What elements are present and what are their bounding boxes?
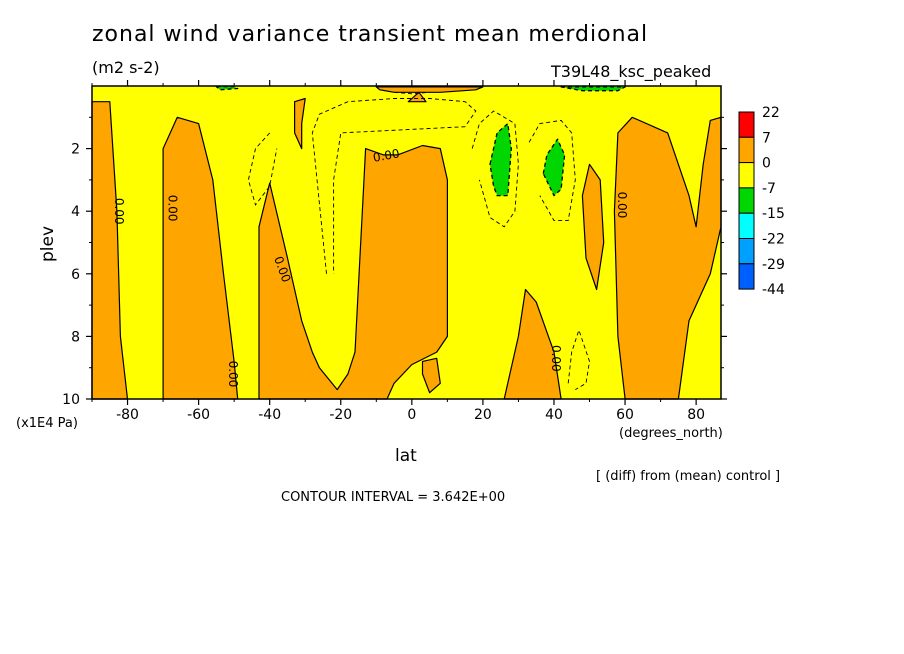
- positive-region-4: [421, 357, 441, 394]
- x-tick-label-0: -80: [116, 407, 139, 423]
- plot-area: [91, 85, 722, 400]
- x-axis-title: lat: [395, 446, 417, 466]
- negative-region-11: [560, 86, 626, 92]
- negative-region-10: [215, 85, 239, 91]
- contour-label-4: 0.00: [372, 146, 401, 164]
- positive-region-3: [294, 97, 306, 150]
- y-tick-label-1: 4: [71, 204, 80, 220]
- x-tick-label-3: -20: [329, 407, 352, 423]
- x-tick-label-5: 20: [474, 407, 492, 423]
- colorbar-swatch-6: [738, 263, 755, 290]
- y-tick-label-0: 2: [71, 142, 80, 158]
- contour-label-5: 0.00: [549, 345, 563, 372]
- colorbar-level-5: -22: [762, 232, 785, 248]
- colorbar-level-7: -44: [762, 282, 785, 298]
- negative-region-9: [542, 138, 566, 197]
- colorbar-level-3: -7: [762, 181, 776, 197]
- colorbar-swatch-5: [738, 238, 755, 265]
- colorbar-level-0: 22: [762, 105, 780, 121]
- x-axis-units: (degrees_north): [619, 426, 723, 441]
- negative-contours: [247, 91, 590, 390]
- y-tick-label-3: 8: [71, 329, 80, 345]
- chart-title: zonal wind variance transient mean merdi…: [92, 22, 649, 47]
- negative-region-8: [489, 122, 512, 197]
- dashed-contour-4: [394, 91, 430, 95]
- contour-interval: CONTOUR INTERVAL = 3.642E+00: [281, 490, 506, 505]
- colorbar-swatch-2: [738, 162, 755, 189]
- experiment-label: T39L48_ksc_peaked: [551, 62, 712, 81]
- colorbar-swatch-4: [738, 212, 755, 239]
- x-axis: -80 -60 -40 -20 0 20 40 60 80: [91, 80, 705, 423]
- colorbar: 22 7 0 -7 -15 -22 -29 -44: [738, 105, 785, 298]
- positive-region-13: [407, 91, 427, 103]
- x-tick-label-2: -40: [258, 407, 281, 423]
- colorbar-level-4: -15: [762, 206, 785, 222]
- colorbar-swatch-1: [738, 136, 755, 164]
- positive-region-2: [258, 144, 448, 400]
- x-tick-label-8: 80: [687, 407, 705, 423]
- diff-note: [ (diff) from (mean) control ]: [596, 469, 781, 484]
- contour-label-1: 0.00: [165, 195, 179, 222]
- colorbar-level-6: -29: [762, 257, 785, 273]
- x-tick-label-6: 40: [545, 407, 563, 423]
- colorbar-level-2: 0: [762, 156, 771, 172]
- dashed-contour-5: [567, 328, 590, 390]
- y-axis-units: (x1E4 Pa): [16, 416, 78, 431]
- y-tick-label-2: 6: [71, 267, 80, 283]
- y-tick-label-4: 10: [62, 392, 80, 408]
- contour-label-2: 0.00: [226, 361, 240, 388]
- y-axis: 2 4 6 8 10: [62, 116, 727, 408]
- contour-label-6: 0.00: [615, 192, 629, 219]
- dashed-contour-0: [247, 132, 278, 206]
- positive-region-6: [581, 163, 605, 291]
- x-tick-label-7: 60: [616, 407, 634, 423]
- colorbar-swatch-3: [738, 187, 755, 214]
- contour-label-0: 0.00: [112, 198, 126, 225]
- y-axis-title: plev: [38, 225, 58, 262]
- colorbar-swatch-0: [738, 111, 755, 138]
- positive-region-12: [375, 86, 484, 93]
- x-tick-label-4: 0: [407, 407, 416, 423]
- chart-units: (m2 s-2): [92, 58, 160, 77]
- x-tick-label-1: -60: [187, 407, 210, 423]
- colorbar-level-1: 7: [762, 130, 771, 146]
